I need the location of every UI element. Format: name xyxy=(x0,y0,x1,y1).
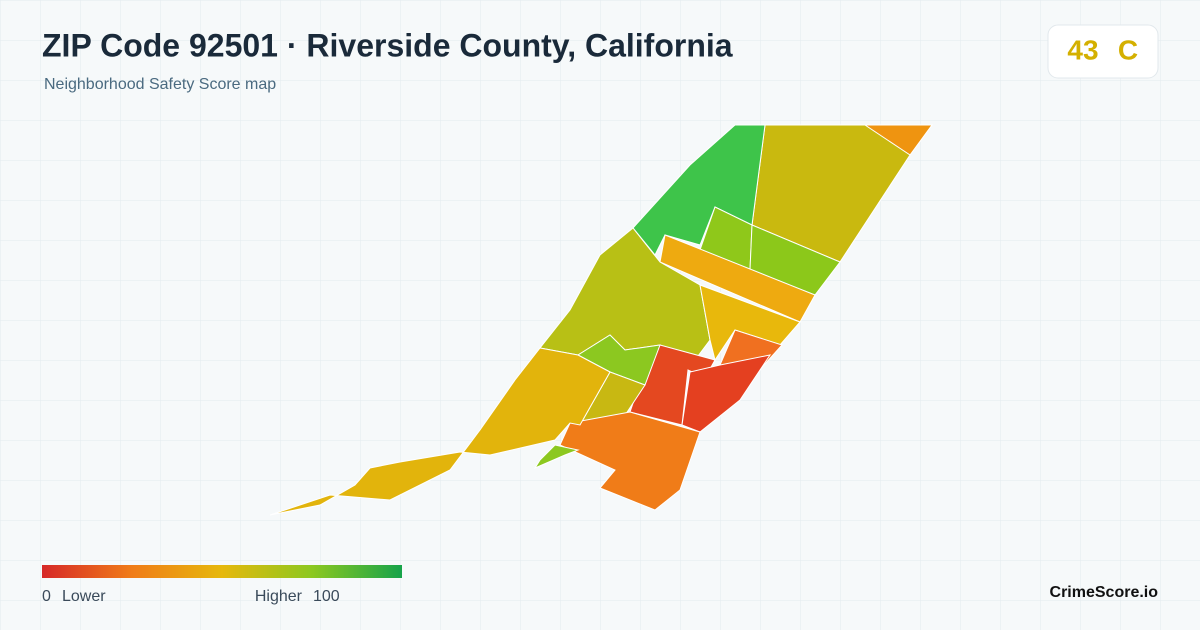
legend-max-label: Higher xyxy=(255,588,303,605)
grade: C xyxy=(1118,34,1138,65)
score-badge xyxy=(1047,24,1159,79)
region xyxy=(533,444,580,470)
legend-max: 100 xyxy=(313,588,340,605)
region xyxy=(559,411,701,511)
region xyxy=(632,124,766,256)
brand: CrimeScore.io xyxy=(1050,584,1159,601)
score: 43 xyxy=(1067,34,1098,65)
subtitle: Neighborhood Safety Score map xyxy=(44,76,276,93)
map xyxy=(269,124,933,516)
title: ZIP Code 92501 · Riverside County, Calif… xyxy=(42,27,733,63)
legend-min-label: Lower xyxy=(62,588,106,605)
legend-min: 0 xyxy=(42,588,51,605)
legend-scale xyxy=(42,565,402,578)
region xyxy=(269,347,611,516)
